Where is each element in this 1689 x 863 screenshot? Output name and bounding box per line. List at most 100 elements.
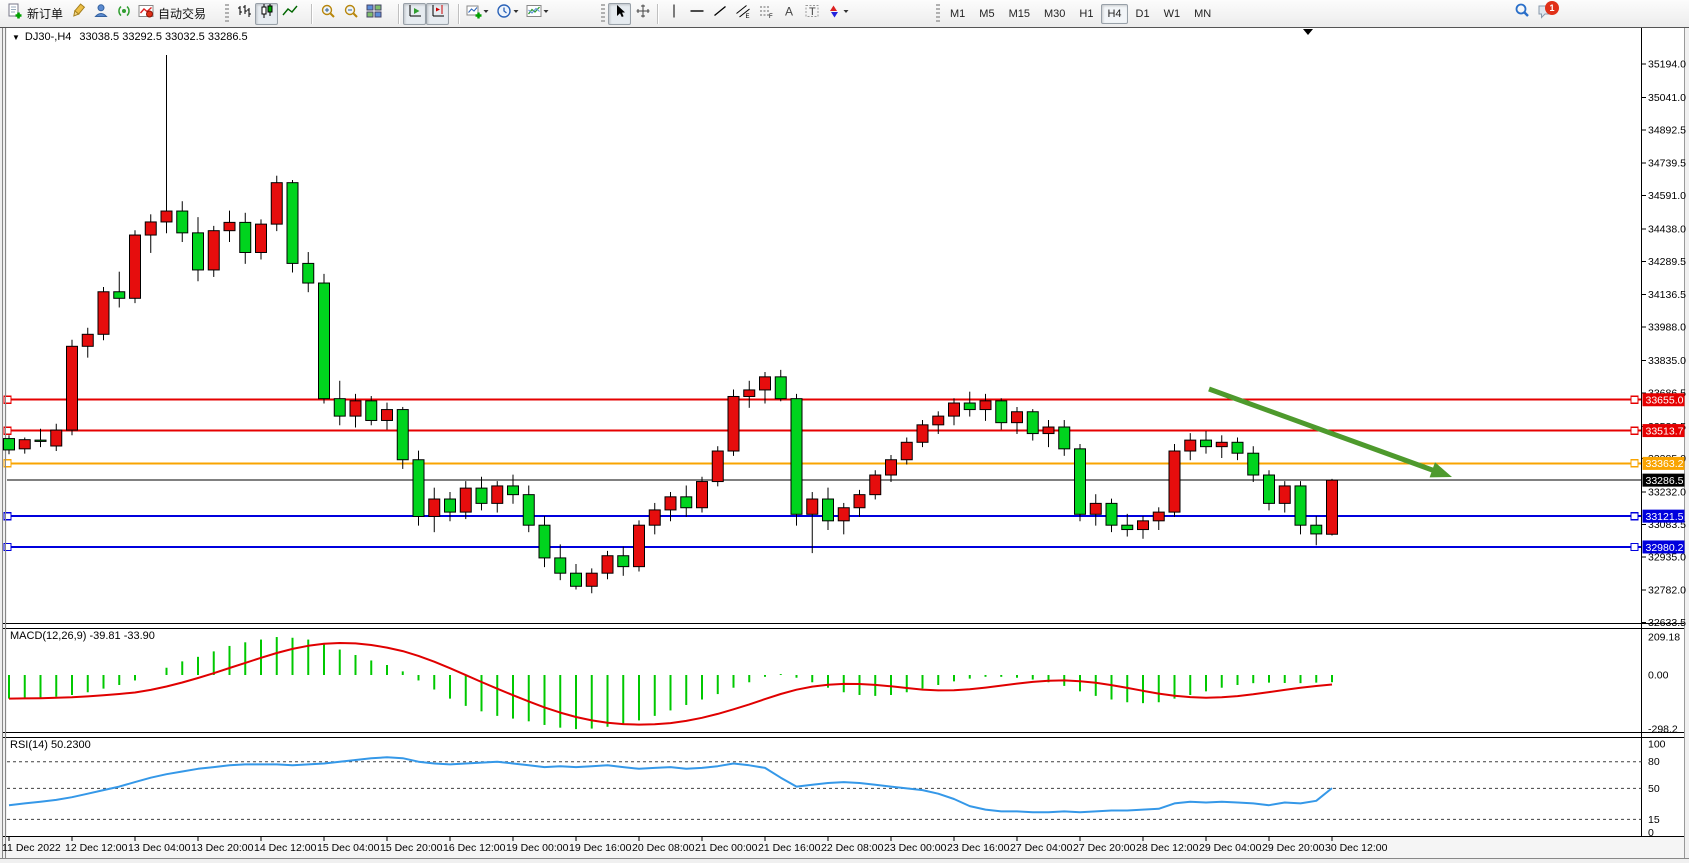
candle-body [633,524,645,568]
toolbar-separator [458,3,460,24]
timeframe-m5[interactable]: M5 [979,7,995,20]
candle-body [113,291,126,299]
line-chart-icon [281,3,298,24]
candle-body [790,398,803,515]
add-indicator-button[interactable] [463,3,493,25]
timeframe-w1[interactable]: W1 [1163,7,1181,20]
crosshair-icon [635,3,651,24]
candle-body [554,557,567,574]
community-button[interactable] [89,3,112,25]
tile-windows-button[interactable] [362,3,385,25]
svg-text:33286.5: 33286.5 [1646,475,1684,487]
toolbar-grip[interactable] [601,3,605,24]
resistance-line-2-handle[interactable] [3,426,12,435]
trendline-button[interactable] [708,3,731,25]
signal-button[interactable] [112,3,135,25]
trend-arrow[interactable] [1208,386,1436,474]
timeframe-m15[interactable]: M15 [1008,7,1030,20]
cursor-button[interactable] [608,2,631,25]
svg-text:27 Dec 04:00: 27 Dec 04:00 [1010,842,1073,854]
search-button[interactable] [1510,3,1534,25]
support-line-2-handle[interactable] [3,542,12,552]
chevron-down-icon[interactable]: ▼ [12,33,20,42]
channel-button[interactable]: E [731,3,754,25]
vertical-line-button[interactable] [662,3,685,25]
toolbar-grip[interactable] [225,3,229,24]
resistance-line-1-handle[interactable] [3,395,12,404]
chevron-down-icon [542,3,550,24]
autotrading-button[interactable]: 自动交易 [135,3,209,25]
svg-text:34892.5: 34892.5 [1648,124,1686,136]
resistance-line-2-handle[interactable] [1630,426,1639,435]
svg-text:19 Dec 16:00: 19 Dec 16:00 [569,842,632,854]
pivot-line-handle[interactable] [1630,459,1639,468]
autotrading-label: 自动交易 [158,7,207,21]
crayon-icon [70,3,86,24]
timeframe-h1[interactable]: H1 [1079,7,1094,20]
svg-text:33232.0: 33232.0 [1648,487,1686,499]
timeframe-mn[interactable]: MN [1194,7,1212,20]
toolbar-grip[interactable] [936,3,940,24]
standard-toolbar-group: 新订单 自动交易 [4,0,209,27]
support-line-2-handle[interactable] [1630,542,1639,552]
candle-body [585,572,598,587]
svg-text:0.00: 0.00 [1648,670,1669,682]
macd-panel [8,637,1333,730]
crosshair-button[interactable] [631,3,654,25]
bid-price-line-price-tag [1642,473,1685,487]
trend-arrow-head[interactable] [1429,462,1452,478]
line-chart-button[interactable] [278,3,301,25]
bar-chart-button[interactable] [232,3,255,25]
auto-scroll-button[interactable] [403,2,426,25]
candle-body [144,221,157,236]
new-order-button[interactable]: 新订单 [4,3,66,25]
svg-text:32782.0: 32782.0 [1648,585,1686,597]
zoom-out-button[interactable] [339,3,362,25]
crayon-button[interactable] [66,3,89,25]
chart-shift-button[interactable] [426,2,449,25]
rsi-panel [7,756,1642,820]
shift-marker-icon[interactable] [1303,29,1313,35]
candle-body [806,498,819,515]
template-button[interactable] [523,3,553,25]
support-line-1-handle[interactable] [1630,511,1639,521]
fibonacci-button[interactable]: F [754,3,777,25]
candle-body [743,389,756,397]
chart-ohlc-values: 33038.5 33292.5 33032.5 33286.5 [79,31,248,43]
periods-button[interactable] [493,3,523,25]
svg-text:15 Dec 04:00: 15 Dec 04:00 [317,842,380,854]
pivot-line-handle[interactable] [3,459,12,468]
zoom-in-button[interactable] [316,3,339,25]
candle-body [932,415,945,426]
candle-body [1105,502,1118,526]
svg-text:34438.0: 34438.0 [1648,223,1686,235]
svg-text:34136.5: 34136.5 [1648,289,1686,301]
candle-body [475,487,488,504]
svg-text:33835.0: 33835.0 [1648,355,1686,367]
support-line-1-handle[interactable] [3,511,12,521]
candle-body [664,496,677,511]
timeframe-d1[interactable]: D1 [1135,7,1150,20]
vertical-line-icon [666,3,682,24]
timeframe-m30[interactable]: M30 [1043,7,1066,20]
svg-text:209.18: 209.18 [1648,632,1680,644]
text-label-button[interactable]: T [800,3,823,25]
candlestick-chart-button[interactable] [255,2,278,25]
svg-text:T: T [809,6,816,18]
candle-body [1326,479,1338,535]
svg-text:13 Dec 20:00: 13 Dec 20:00 [191,842,254,854]
candlestick-icon [259,3,275,24]
resistance-line-1-handle[interactable] [1630,395,1639,404]
candle-body [979,400,992,411]
notification-badge[interactable]: 1 [1545,1,1559,15]
text-button[interactable]: A [777,3,800,25]
horizontal-line-button[interactable] [685,3,708,25]
arrows-button[interactable] [823,3,853,25]
timeframe-h4[interactable]: H4 [1101,3,1128,24]
timeframe-m1[interactable]: M1 [950,7,966,20]
svg-text:100: 100 [1648,739,1666,751]
new-order-icon [7,3,23,24]
svg-text:35041.0: 35041.0 [1648,92,1686,104]
candle-body [1168,450,1181,513]
candle-body [428,498,441,517]
